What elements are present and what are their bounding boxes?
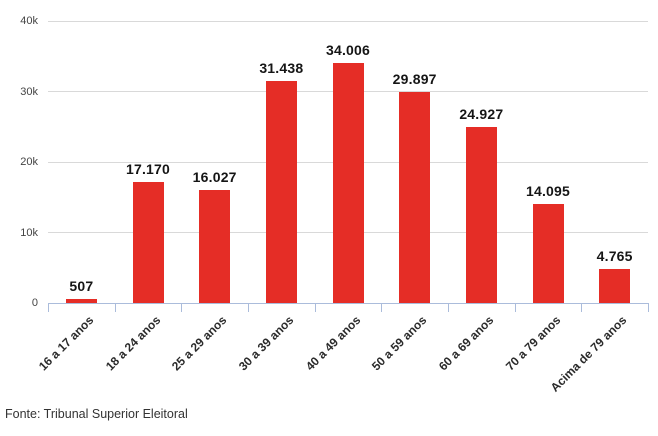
x-axis-tick	[514, 304, 516, 312]
x-axis-category-label: 25 a 29 anos	[169, 313, 230, 374]
bar	[532, 203, 564, 303]
y-axis-label: 10k	[20, 226, 38, 239]
bar	[399, 92, 431, 303]
x-axis-tick	[581, 304, 583, 312]
bar	[265, 81, 297, 303]
x-axis-tick	[114, 304, 116, 312]
bar-value-label: 24.927	[459, 106, 504, 123]
y-axis-label: 20k	[20, 156, 38, 168]
x-axis-tick	[181, 304, 183, 312]
source-caption: Fonte: Tribunal Superior Eleitoral	[5, 407, 188, 421]
bar-value-label: 16.027	[192, 169, 237, 186]
x-axis-category-label: 30 a 39 anos	[235, 313, 297, 374]
y-axis-label: 40k	[20, 15, 38, 27]
x-axis-tick	[381, 304, 383, 312]
x-axis-tick	[648, 304, 649, 312]
x-axis-tick	[314, 304, 316, 312]
gridline	[48, 20, 648, 22]
bar-value-label: 31.438	[259, 60, 304, 77]
y-axis-label: 0	[31, 297, 38, 309]
y-axis-label: 30k	[20, 85, 38, 98]
bar	[132, 181, 164, 303]
x-axis-category-label: 60 a 69 anos	[435, 313, 497, 374]
x-axis-category-label: 40 a 49 anos	[302, 313, 363, 374]
bar-value-label: 4.765	[596, 248, 633, 265]
x-axis-tick	[448, 304, 449, 312]
bar	[65, 299, 97, 303]
bar	[599, 269, 631, 303]
bar-value-label: 14.095	[525, 182, 571, 199]
x-axis-tick	[248, 304, 249, 312]
x-axis-line	[48, 303, 649, 304]
x-axis-category-label: 16 a 17 anos	[35, 313, 97, 374]
bar	[199, 190, 231, 303]
bar-value-label: 29.897	[392, 71, 437, 88]
x-axis-category-label: 70 a 79 anos	[502, 313, 563, 374]
bar	[332, 63, 364, 303]
x-axis-category-label: 50 a 59 anos	[369, 313, 430, 374]
x-axis-tick	[48, 304, 49, 312]
bar-value-label: 17.170	[125, 160, 171, 177]
bar	[465, 127, 497, 303]
x-axis-category-label: 18 a 24 anos	[102, 313, 163, 374]
bar-value-label: 507	[69, 278, 94, 295]
bar-value-label: 34.006	[325, 42, 371, 59]
